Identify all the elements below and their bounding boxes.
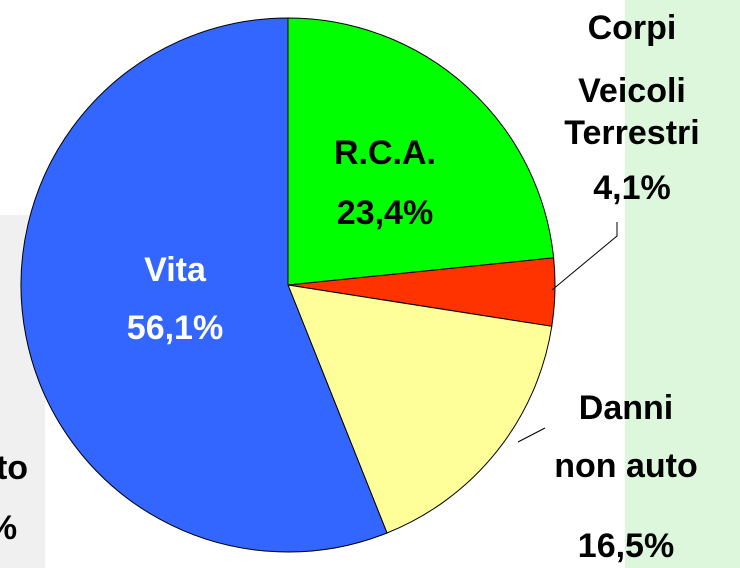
slice-label: R.C.A. [334,134,436,172]
slice-label: Vita [144,251,207,289]
pie-slice [20,17,388,553]
cropped-text: to [0,449,28,487]
leader-line [517,427,546,443]
cropped-text: % [0,509,17,547]
value-label: 56,1% [127,309,223,347]
leader-line [551,222,618,291]
slice-label: non auto [554,447,698,485]
slice-label: Terrestri [564,114,699,152]
slice-label: Veicoli [578,72,686,110]
value-label: 16,5% [578,527,674,565]
value-label: 4,1% [593,169,671,207]
value-label: 23,4% [337,194,433,232]
pie-slice [287,284,553,534]
pie-slice [287,17,555,286]
slice-label: Corpi [588,9,677,47]
background-panel [625,0,740,568]
slice-label: Danni [579,389,673,427]
